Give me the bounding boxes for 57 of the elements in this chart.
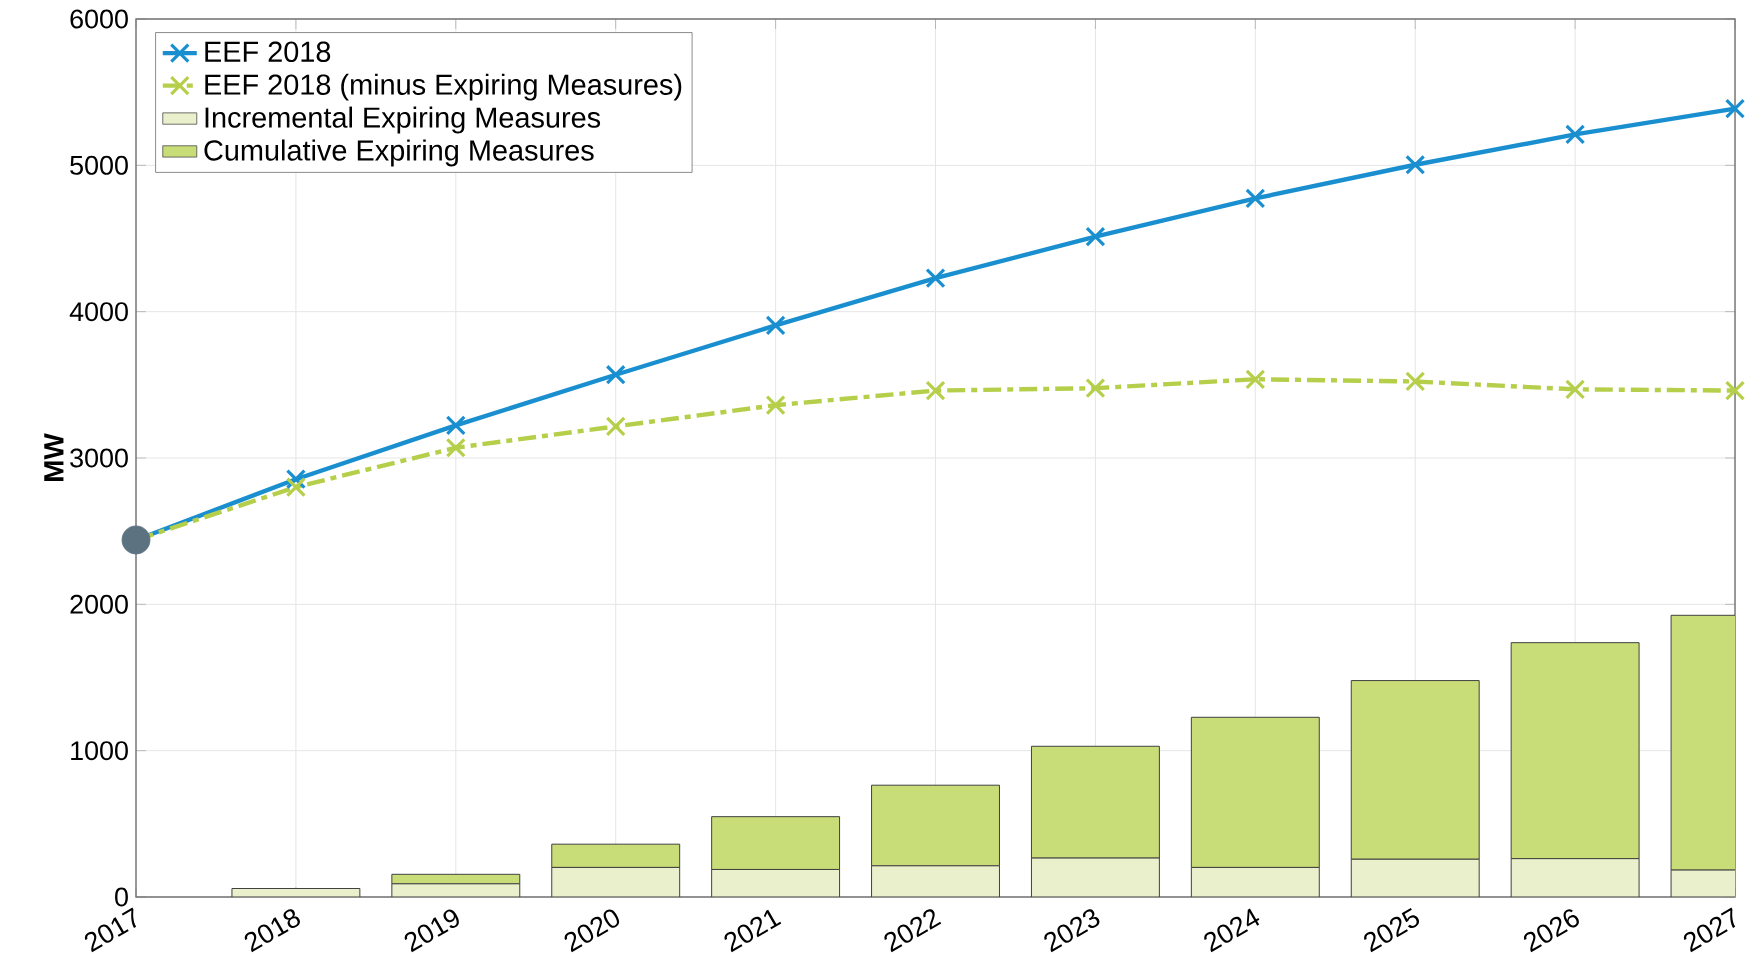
y-tick-label: 1000 xyxy=(71,741,128,761)
point xyxy=(1085,226,1106,247)
bar xyxy=(871,865,1000,897)
point xyxy=(1565,379,1586,400)
point xyxy=(1085,378,1106,399)
point xyxy=(445,415,466,436)
x-tick-label: 2025 xyxy=(1364,907,1420,953)
point xyxy=(1724,380,1746,401)
bar xyxy=(711,816,841,870)
point xyxy=(1724,98,1746,119)
x-tick-label: 2023 xyxy=(1044,909,1100,953)
point xyxy=(1245,369,1266,390)
bar xyxy=(1351,859,1480,897)
x-tick-label: 2026 xyxy=(1523,909,1579,953)
bar xyxy=(1511,858,1640,897)
bar xyxy=(1030,745,1160,859)
point xyxy=(1405,371,1426,392)
y-tick-label: 4000 xyxy=(69,302,128,322)
y-tick-label: 5000 xyxy=(70,155,128,175)
point xyxy=(1405,154,1426,175)
point xyxy=(1565,124,1586,145)
bar xyxy=(1510,642,1640,860)
bar xyxy=(871,784,1000,867)
bar xyxy=(1350,680,1480,860)
y-tick-label: 0 xyxy=(115,887,128,907)
legend-label: Cumulative Expiring Measures xyxy=(204,139,594,167)
x-tick-label: 2019 xyxy=(404,909,459,953)
point xyxy=(925,268,946,289)
point xyxy=(605,416,626,437)
point xyxy=(445,437,466,458)
y-tick-label: 2000 xyxy=(70,594,128,614)
bar xyxy=(711,869,840,897)
point xyxy=(121,525,151,555)
y-tick-label: 3000 xyxy=(70,448,128,468)
point xyxy=(925,380,946,401)
x-tick-label: 2018 xyxy=(244,909,300,953)
point xyxy=(605,364,626,385)
bar xyxy=(391,883,520,897)
bar xyxy=(1191,867,1320,897)
y-tick-label: 6000 xyxy=(70,9,128,29)
x-tick-label: 2021 xyxy=(724,909,782,953)
point xyxy=(1245,188,1266,209)
x-tick-label: 2027 xyxy=(1683,907,1736,953)
bar xyxy=(1190,716,1320,868)
legend-label: EEF 2018 xyxy=(205,41,331,63)
point xyxy=(765,395,786,416)
bar xyxy=(551,843,681,868)
point xyxy=(285,477,306,498)
bar xyxy=(551,867,680,897)
x-tick-label: 2020 xyxy=(564,909,620,953)
x-tick-label: 2022 xyxy=(884,909,942,953)
x-tick-label: 2024 xyxy=(1204,908,1260,953)
legend-label: Incremental Expiring Measures xyxy=(205,106,601,134)
point xyxy=(765,315,786,336)
bar xyxy=(1031,858,1160,897)
legend-label: EEF 2018 (minus Expiring Measures) xyxy=(205,73,682,101)
y-axis-title: MW xyxy=(44,433,64,481)
